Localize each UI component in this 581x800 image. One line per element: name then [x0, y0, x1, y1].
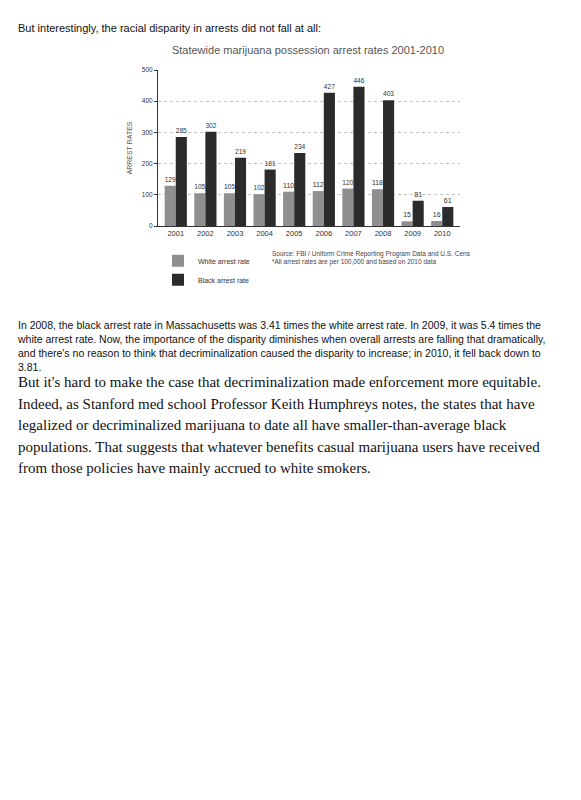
svg-text:129: 129 [165, 176, 176, 183]
svg-text:302: 302 [205, 122, 216, 129]
svg-text:2007: 2007 [345, 229, 362, 238]
svg-text:102: 102 [254, 184, 265, 191]
svg-text:181: 181 [265, 160, 276, 167]
svg-text:16: 16 [433, 211, 441, 218]
svg-text:15: 15 [403, 211, 411, 218]
svg-text:61: 61 [444, 197, 452, 204]
svg-text:ARREST RATES: ARREST RATES [126, 121, 133, 174]
svg-text:500: 500 [142, 66, 153, 73]
html-text:But it's hard to make the case: But it's hard to make the case that decr… [18, 374, 541, 476]
svg-text:285: 285 [176, 127, 187, 134]
svg-text:Source: FBI / Uniform Crime Re: Source: FBI / Uniform Crime Reporting Pr… [272, 250, 470, 258]
svg-text:2010: 2010 [434, 229, 451, 238]
svg-text:Black arrest rate: Black arrest rate [198, 277, 249, 284]
svg-text:2001: 2001 [167, 229, 184, 238]
html-text:But interestingly, the racial: But interestingly, the racial disparity … [18, 22, 322, 34]
svg-text:Statewide marijuana possession: Statewide marijuana possession arrest ra… [172, 44, 444, 56]
svg-text:112: 112 [313, 181, 324, 188]
svg-text:105: 105 [224, 183, 235, 190]
svg-text:White arrest rate: White arrest rate [198, 258, 250, 265]
svg-text:2004: 2004 [256, 229, 273, 238]
svg-text:2005: 2005 [286, 229, 303, 238]
html-text:In 2008, the black arrest rate: In 2008, the black arrest rate in Massac… [18, 319, 546, 373]
svg-text:219: 219 [235, 148, 246, 155]
svg-text:200: 200 [142, 160, 153, 167]
svg-text:110: 110 [283, 182, 294, 189]
svg-text:2008: 2008 [375, 229, 392, 238]
svg-text:105: 105 [194, 183, 205, 190]
svg-text:403: 403 [383, 90, 394, 97]
svg-text:2009: 2009 [404, 229, 421, 238]
svg-text:2003: 2003 [227, 229, 244, 238]
svg-text:81: 81 [414, 191, 422, 198]
svg-text:446: 446 [353, 77, 364, 84]
svg-text:400: 400 [142, 97, 153, 104]
svg-text:2006: 2006 [315, 229, 332, 238]
svg-text:120: 120 [342, 179, 353, 186]
svg-text:100: 100 [142, 191, 153, 198]
svg-text:234: 234 [294, 143, 305, 150]
svg-text:118: 118 [372, 179, 383, 186]
svg-text:300: 300 [142, 129, 153, 136]
svg-text:2002: 2002 [197, 229, 214, 238]
svg-text:427: 427 [324, 83, 335, 90]
svg-text:0: 0 [149, 222, 153, 229]
svg-text:*All arrest rates are per 100,: *All arrest rates are per 100,000 and ba… [272, 258, 436, 266]
